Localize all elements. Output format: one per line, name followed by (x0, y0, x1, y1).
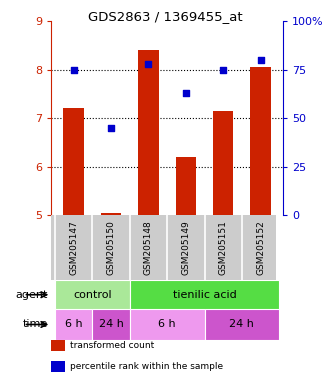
Text: tienilic acid: tienilic acid (173, 290, 236, 300)
Bar (55, 309, 92, 340)
Bar (130, 280, 279, 309)
Point (71, 66, 76, 73)
Text: GSM205148: GSM205148 (144, 220, 153, 275)
Point (258, 57, 263, 63)
Bar (101, 213, 121, 215)
Bar (92, 309, 130, 340)
Text: control: control (73, 290, 112, 300)
Bar (205, 309, 279, 340)
Text: percentile rank within the sample: percentile rank within the sample (70, 362, 223, 371)
Point (109, 125, 114, 131)
Point (146, 61, 151, 67)
Text: GSM205150: GSM205150 (107, 220, 116, 275)
Text: 24 h: 24 h (99, 319, 123, 329)
Bar (138, 50, 159, 215)
Bar (213, 111, 233, 215)
Text: 6 h: 6 h (158, 319, 176, 329)
Bar (175, 157, 196, 215)
Text: agent: agent (16, 290, 48, 300)
Point (220, 66, 226, 73)
Text: GSM205147: GSM205147 (69, 220, 78, 275)
Point (183, 90, 188, 96)
Bar (64, 108, 84, 215)
Bar (250, 67, 271, 215)
Text: 6 h: 6 h (65, 319, 82, 329)
Bar (55, 280, 130, 309)
Text: 24 h: 24 h (229, 319, 254, 329)
Text: GSM205152: GSM205152 (256, 220, 265, 275)
Text: transformed count: transformed count (70, 341, 154, 350)
Text: time: time (23, 319, 48, 329)
Text: GDS2863 / 1369455_at: GDS2863 / 1369455_at (88, 10, 243, 23)
Text: GSM205149: GSM205149 (181, 220, 190, 275)
Bar (130, 309, 205, 340)
Text: GSM205151: GSM205151 (219, 220, 228, 275)
